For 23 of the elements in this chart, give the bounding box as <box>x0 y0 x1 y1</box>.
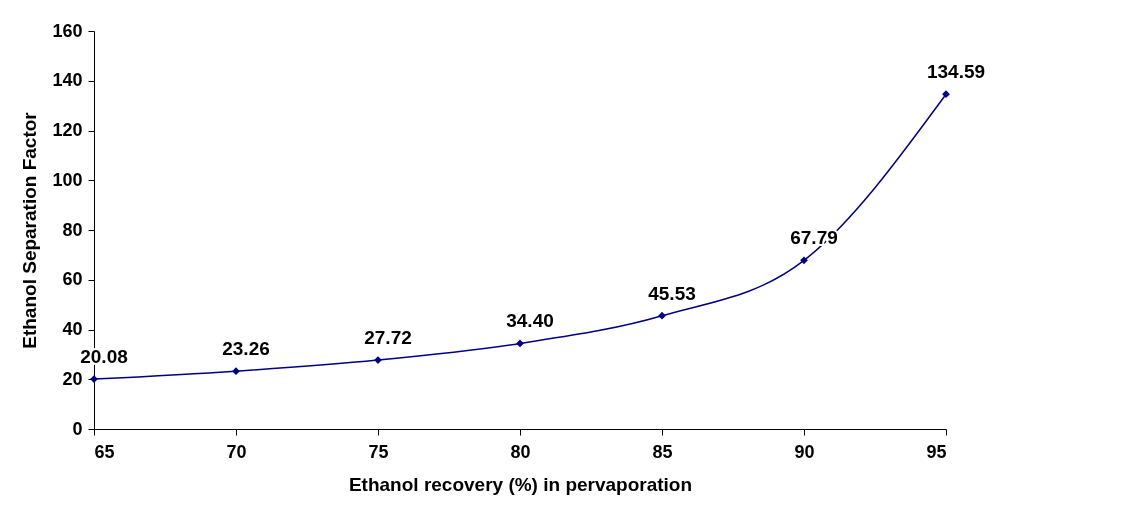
y-tick-label: 60 <box>62 269 83 290</box>
y-tick-label: 80 <box>62 219 83 240</box>
y-tick-label: 160 <box>52 20 83 41</box>
y-tick-label: 0 <box>72 418 83 439</box>
y-tick-label: 100 <box>52 169 83 190</box>
data-label: 23.26 <box>222 338 270 360</box>
x-tick-label: 70 <box>226 441 247 462</box>
y-axis-title: Ethanol Separation Factor <box>19 111 41 349</box>
x-axis-title: Ethanol recovery (%) in pervaporation <box>348 473 693 495</box>
data-label: 134.59 <box>926 61 986 83</box>
y-tick-label: 40 <box>62 319 83 339</box>
x-tick-label: 80 <box>510 441 531 462</box>
x-tick-label: 85 <box>652 441 673 462</box>
data-label: 34.40 <box>506 310 554 332</box>
x-tick-label: 95 <box>926 441 947 462</box>
data-label: 45.53 <box>648 282 696 304</box>
y-tick-label: 20 <box>62 368 83 389</box>
x-tick-label: 90 <box>794 441 815 462</box>
x-tick-label: 75 <box>368 441 389 462</box>
x-tick-label: 65 <box>94 441 115 462</box>
y-tick-label: 120 <box>52 120 83 140</box>
data-label: 27.72 <box>364 327 412 349</box>
y-tick-label: 140 <box>52 70 83 91</box>
